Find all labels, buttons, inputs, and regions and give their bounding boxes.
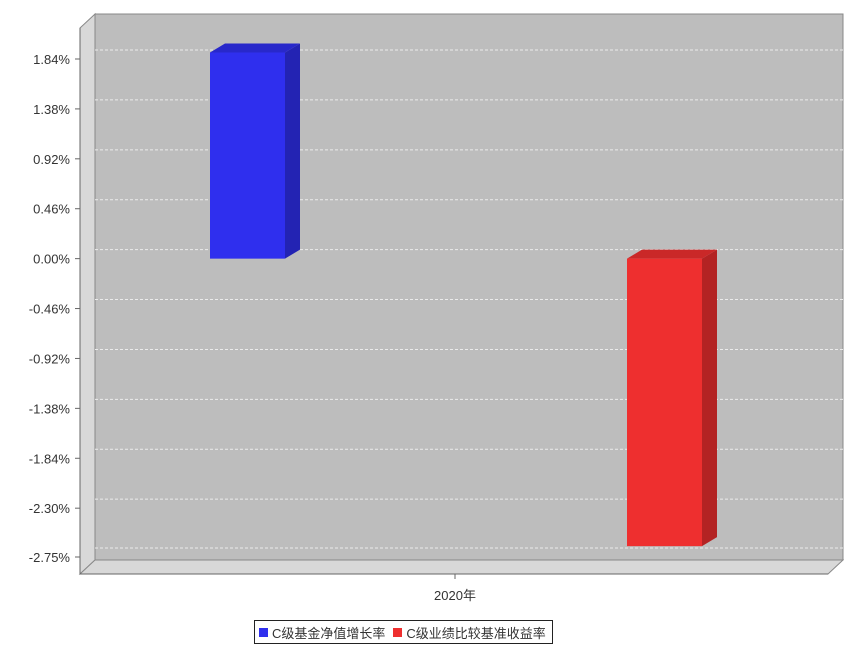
legend-label-series-1: C级基金净值增长率	[272, 625, 386, 641]
y-tick-label: -2.75%	[29, 550, 71, 565]
y-tick-label: -1.84%	[29, 451, 71, 466]
bar-top	[627, 249, 717, 259]
y-tick-label: -2.30%	[29, 501, 71, 516]
y-tick-label: -0.92%	[29, 351, 71, 366]
y-tick-label: 1.84%	[33, 52, 70, 67]
y-tick-label: 0.46%	[33, 202, 70, 217]
y-tick-label: 0.00%	[33, 252, 70, 267]
x-category-label: 2020年	[434, 588, 476, 603]
bar-top	[210, 43, 300, 53]
y-axis: 1.84% 1.38% 0.92% 0.46% 0.00% -0.46% -0.92% -1.…	[29, 28, 81, 574]
plot-background	[94, 13, 844, 561]
legend-swatch-series-1	[259, 627, 268, 637]
legend-item-series-1: C级基金净值增长率	[259, 623, 385, 642]
bar-side	[702, 249, 717, 547]
bar-series-2	[627, 249, 717, 547]
legend-item-series-2: C级业绩比较基准收益率	[393, 623, 546, 642]
y-tick-label: 0.92%	[33, 152, 70, 167]
bar-series-1	[210, 43, 300, 259]
y-tick-label: -1.38%	[29, 401, 71, 416]
plot-floor	[78, 559, 844, 575]
bar-side	[285, 43, 300, 259]
plot-left-wall	[79, 12, 96, 576]
bar-front	[627, 258, 702, 547]
legend: C级基金净值增长率 C级业绩比较基准收益率	[254, 620, 553, 644]
y-tick-label: -0.46%	[29, 302, 71, 317]
legend-label-series-2: C级业绩比较基准收益率	[406, 625, 546, 641]
y-tick-label: 1.38%	[33, 102, 70, 117]
bars	[210, 43, 717, 547]
legend-swatch-series-2	[393, 627, 403, 637]
bar-front	[210, 52, 285, 259]
